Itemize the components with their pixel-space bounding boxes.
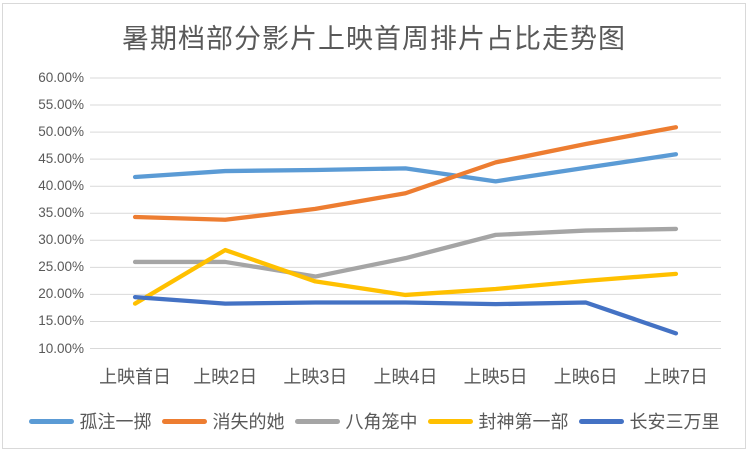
x-axis-label: 上映7日 <box>643 367 708 387</box>
y-axis-label: 50.00% <box>38 124 84 140</box>
y-axis-label: 45.00% <box>38 151 84 167</box>
series-line-长安三万里 <box>132 294 679 336</box>
legend-item: 孤注一掷 <box>28 408 152 434</box>
chart-title: 暑期档部分影片上映首周排片占比走势图 <box>122 24 626 54</box>
y-axis-label: 20.00% <box>38 286 84 302</box>
y-axis-label: 15.00% <box>38 313 84 329</box>
legend-swatch-icon <box>427 418 473 424</box>
legend-item: 八角笼中 <box>294 408 418 434</box>
series-line-封神第一部 <box>132 247 679 306</box>
y-axis-label: 60.00% <box>38 70 84 85</box>
legend-swatch-icon <box>161 418 207 424</box>
y-axis-label: 10.00% <box>38 340 84 356</box>
legend-item: 封神第一部 <box>427 408 569 434</box>
x-axis-label: 上映首日 <box>99 367 172 387</box>
legend-label: 长安三万里 <box>629 412 720 432</box>
legend-label: 封神第一部 <box>478 412 569 432</box>
legend-label: 八角笼中 <box>345 412 418 432</box>
legend-label: 消失的她 <box>212 412 285 432</box>
legend-swatch-icon <box>578 418 624 424</box>
legend-swatch-icon <box>294 418 340 424</box>
legend-swatch-icon <box>28 418 74 424</box>
legend-item: 长安三万里 <box>578 408 720 434</box>
series-line-八角笼中 <box>132 226 679 279</box>
y-axis-label: 35.00% <box>38 205 84 221</box>
y-axis-label: 55.00% <box>38 97 84 113</box>
x-axis-label: 上映3日 <box>283 367 348 387</box>
series-line-孤注一掷 <box>132 152 679 184</box>
x-axis-label: 上映4日 <box>373 367 438 387</box>
legend: 孤注一掷 消失的她 八角笼中 封神第一部 长安三万里 <box>0 405 748 437</box>
legend-label: 孤注一掷 <box>79 412 152 432</box>
legend-item: 消失的她 <box>161 408 285 434</box>
x-axis-label: 上映6日 <box>553 367 618 387</box>
x-axis-label: 上映5日 <box>463 367 528 387</box>
y-axis-label: 30.00% <box>38 232 84 248</box>
y-axis-label: 25.00% <box>38 259 84 275</box>
y-axis-label: 40.00% <box>38 178 84 194</box>
series-line-消失的她 <box>132 125 679 222</box>
x-axis-label: 上映2日 <box>193 367 258 387</box>
